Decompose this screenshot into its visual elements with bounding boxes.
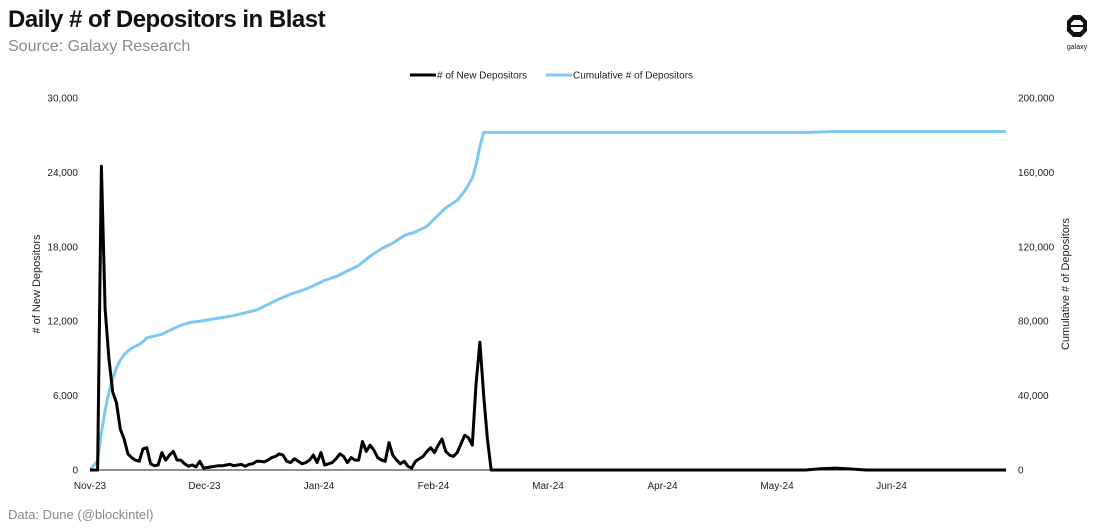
x-tick-label: Nov-23 <box>74 481 107 492</box>
x-tick-label: Jan-24 <box>304 481 335 492</box>
y-right-axis-title: Cumulative # of Depositors <box>1060 217 1072 350</box>
y-left-tick-label: 18,000 <box>47 242 78 253</box>
y-right-tick-label: 160,000 <box>1018 168 1055 179</box>
data-source-footer: Data: Dune (@blockintel) <box>8 507 154 522</box>
x-tick-label: May-24 <box>760 481 794 492</box>
x-tick-label: Apr-24 <box>647 481 677 492</box>
x-tick-label: Mar-24 <box>532 481 564 492</box>
y-left-tick-label: 12,000 <box>47 317 78 328</box>
y-right-axis-ticks: 0 40,000 80,000 120,000 160,000 200,000 <box>1018 94 1055 477</box>
x-tick-label: Dec-23 <box>188 481 221 492</box>
y-right-tick-label: 80,000 <box>1018 317 1049 328</box>
x-axis-ticks: Nov-23 Dec-23 Jan-24 Feb-24 Mar-24 Apr-24 May-… <box>74 481 907 492</box>
y-left-tick-label: 6,000 <box>53 391 78 402</box>
galaxy-logo-icon <box>1067 15 1087 37</box>
chart-subtitle: Source: Galaxy Research <box>8 38 191 55</box>
y-right-tick-label: 0 <box>1018 466 1024 477</box>
plot-area: Nov-23 Dec-23 Jan-24 Feb-24 Mar-24 Apr-24 May-… <box>47 94 1054 493</box>
series-line-new-depositors <box>90 164 1006 472</box>
chart-title: Daily # of Depositors in Blast <box>8 6 326 33</box>
y-left-tick-label: 0 <box>72 466 78 477</box>
y-left-axis-title: # of New Depositors <box>31 234 43 334</box>
x-tick-label: Feb-24 <box>418 481 450 492</box>
legend-label-new-depositors: # of New Depositors <box>437 71 527 82</box>
x-tick-label: Jun-24 <box>876 481 907 492</box>
y-right-tick-label: 120,000 <box>1018 242 1055 253</box>
galaxy-logo: galaxy <box>1060 14 1094 51</box>
y-left-tick-label: 24,000 <box>47 168 78 179</box>
series-line-cumulative-depositors <box>88 130 1006 471</box>
logo-text: galaxy <box>1066 44 1088 51</box>
y-right-tick-label: 200,000 <box>1018 94 1055 105</box>
legend-label-cumulative-depositors: Cumulative # of Depositors <box>573 71 693 82</box>
y-right-tick-label: 40,000 <box>1018 391 1049 402</box>
legend: # of New Depositors Cumulative # of Depo… <box>410 71 693 82</box>
y-left-axis-ticks: 0 6,000 12,000 18,000 24,000 30,000 <box>47 94 78 477</box>
y-left-tick-label: 30,000 <box>47 94 78 105</box>
